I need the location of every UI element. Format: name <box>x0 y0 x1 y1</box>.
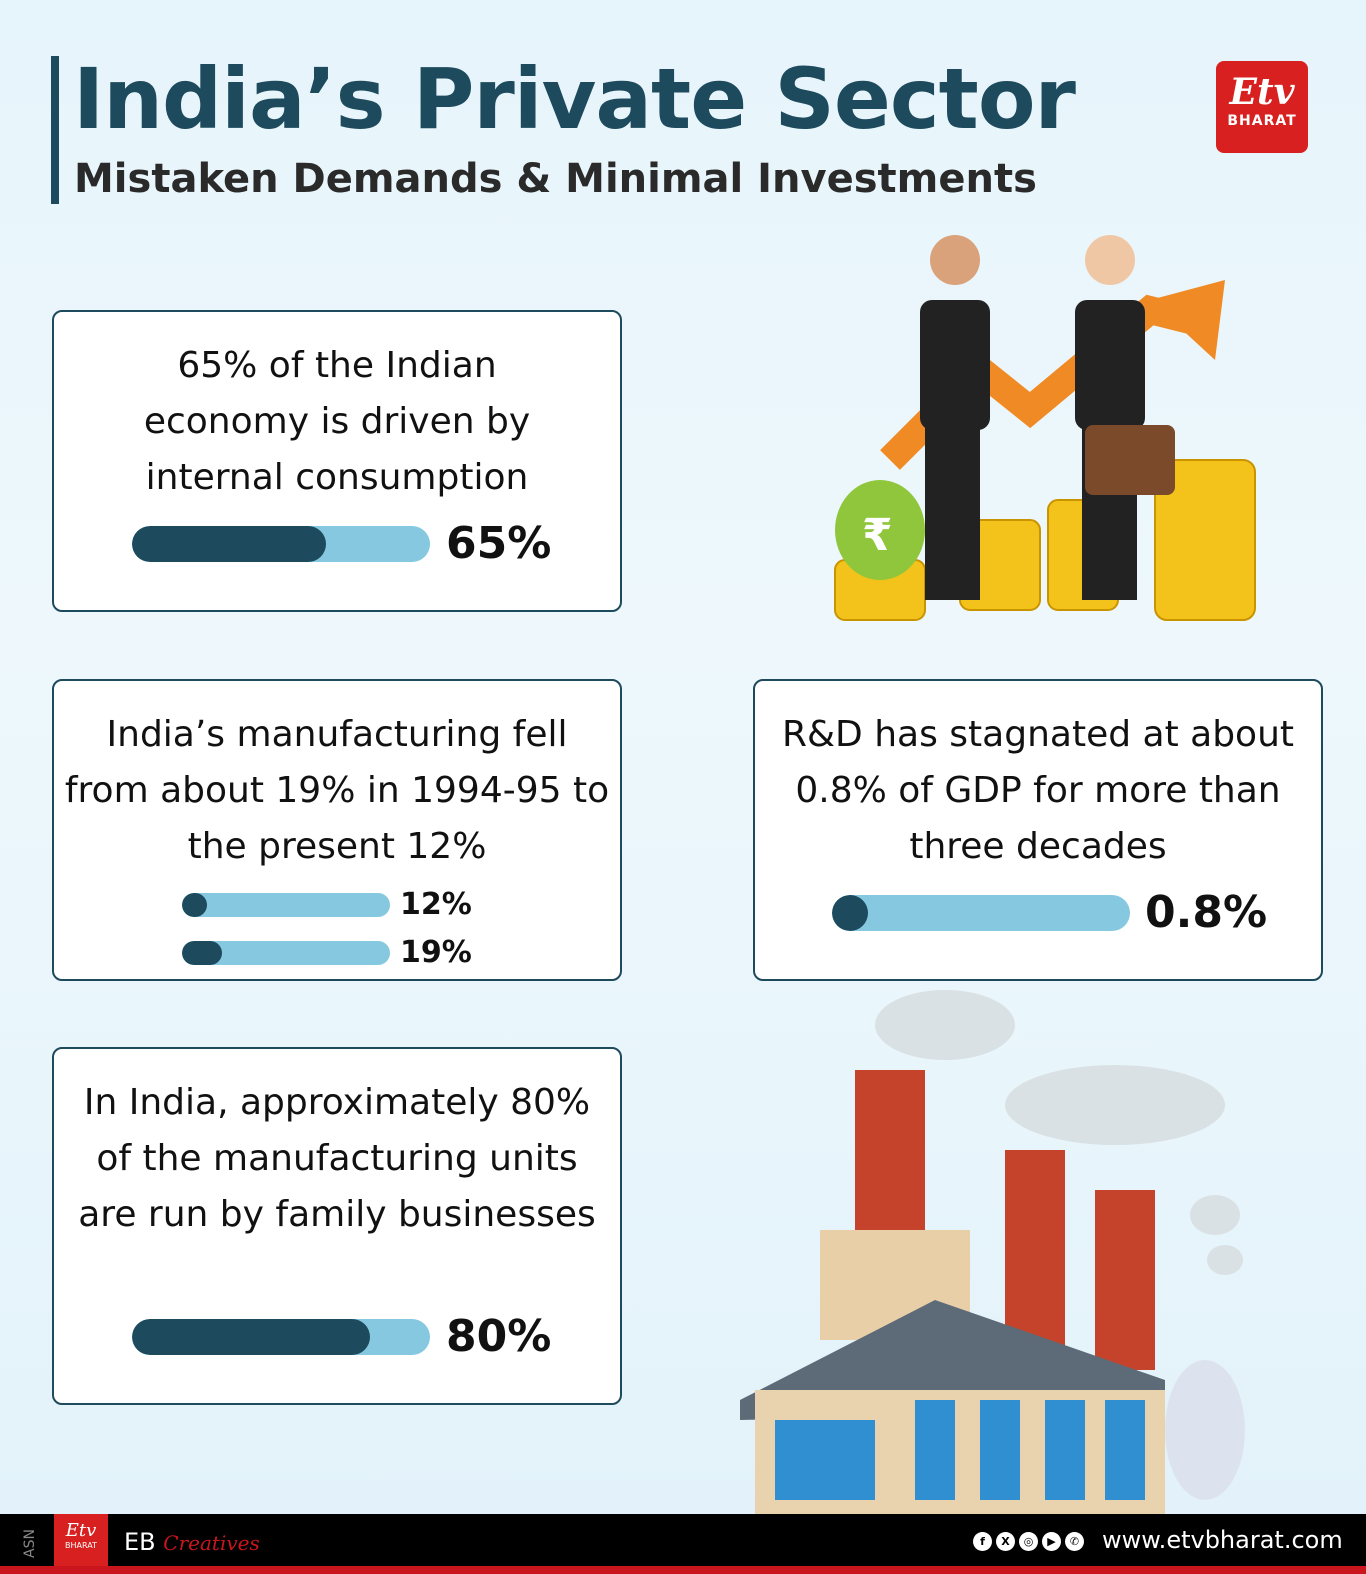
smoke-clouds <box>875 990 1243 1275</box>
progress-bar <box>132 1319 430 1355</box>
page-title: India’s Private Sector <box>73 50 1076 148</box>
progress-bar <box>182 941 390 965</box>
card-consumption: 65% of the Indian economy is driven by i… <box>52 310 622 612</box>
etv-logo-mark: Etv <box>1229 71 1295 113</box>
storage-tank <box>1165 1360 1245 1500</box>
x-icon[interactable]: X <box>996 1532 1015 1551</box>
footer: ASN Etv BHARAT EB Creatives f X ◎ ▶ ✆ www… <box>0 1514 1366 1574</box>
card-family-business: In India, approximately 80% of the manuf… <box>52 1047 622 1405</box>
rupee-symbol: ₹ <box>862 510 893 561</box>
instagram-icon[interactable]: ◎ <box>1019 1532 1038 1551</box>
social-icons: f X ◎ ▶ ✆ <box>973 1532 1084 1551</box>
progress-fill <box>132 526 326 562</box>
factory-windows <box>775 1400 1145 1500</box>
progress-value: 80% <box>446 1311 552 1362</box>
youtube-icon[interactable]: ▶ <box>1042 1532 1061 1551</box>
title-accent-bar <box>51 56 59 204</box>
businessmen-handshake-illustration: ₹ <box>834 235 1256 621</box>
briefcase <box>1085 425 1175 495</box>
progress-fill <box>132 1319 371 1355</box>
card-text: In India, approximately 80% of the manuf… <box>78 1082 596 1235</box>
progress-fill <box>182 941 222 965</box>
page-subtitle: Mistaken Demands & Minimal Investments <box>74 156 1037 202</box>
footer-logo-text: BHARAT <box>65 1541 97 1550</box>
card-text: R&D has stagnated at about 0.8% of GDP f… <box>781 714 1295 867</box>
progress-fill <box>182 893 207 917</box>
website-link[interactable]: www.etvbharat.com <box>1102 1526 1343 1554</box>
progress-value: 65% <box>446 518 552 569</box>
progress-value: 12% <box>400 887 472 922</box>
etv-bharat-logo: Etv BHARAT <box>1216 61 1308 153</box>
businessman-left <box>920 235 990 600</box>
progress-value: 0.8% <box>1145 887 1268 938</box>
progress-value: 19% <box>400 935 472 970</box>
logo-text: BHARAT <box>1227 113 1297 129</box>
footer-red-strip <box>0 1566 1366 1574</box>
progress-fill <box>832 895 868 931</box>
progress-bar <box>832 895 1130 931</box>
card-text: India’s manufacturing fell from about 19… <box>64 714 610 867</box>
eb-creatives-brand: EB Creatives <box>124 1528 260 1556</box>
arrow-head <box>1150 280 1225 360</box>
brand-script: Creatives <box>163 1531 260 1555</box>
card-rnd: R&D has stagnated at about 0.8% of GDP f… <box>753 679 1323 981</box>
whatsapp-icon[interactable]: ✆ <box>1065 1532 1084 1551</box>
card-manufacturing: India’s manufacturing fell from about 19… <box>52 679 622 981</box>
progress-bar <box>182 893 390 917</box>
progress-bar <box>132 526 430 562</box>
footer-etv-logo: Etv BHARAT <box>54 1514 108 1566</box>
facebook-icon[interactable]: f <box>973 1532 992 1551</box>
factory-illustration <box>740 990 1245 1514</box>
brand-text: EB <box>124 1528 156 1556</box>
card-text: 65% of the Indian economy is driven by i… <box>143 345 531 498</box>
businessman-right <box>1075 235 1175 600</box>
footer-side-text: ASN <box>22 1529 38 1558</box>
money-bag <box>835 480 925 580</box>
